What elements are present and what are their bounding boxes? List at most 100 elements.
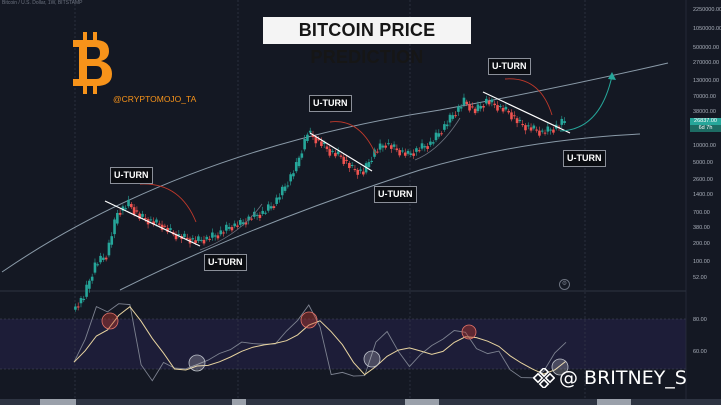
candle-body xyxy=(102,257,105,260)
binance-logo-icon xyxy=(533,368,555,388)
indicator-settings-icon[interactable]: ⚙ xyxy=(559,279,570,290)
candle-body xyxy=(504,106,508,110)
rsi-peak-circle xyxy=(101,312,119,330)
candle-body xyxy=(373,149,376,157)
time-scrollbar[interactable] xyxy=(0,399,721,405)
candle-body xyxy=(384,145,387,148)
rsi-trough-circle xyxy=(188,354,206,372)
candle-body xyxy=(110,236,114,245)
rsi-ma-line xyxy=(73,305,567,376)
candle-body xyxy=(409,153,413,155)
candle-body xyxy=(401,150,404,152)
candle-body xyxy=(96,264,100,266)
candle-body xyxy=(398,150,401,156)
candle-body xyxy=(540,130,544,132)
price-tick-label: 1400.00 xyxy=(693,192,713,199)
candle-body xyxy=(88,280,91,289)
candle-body xyxy=(507,110,510,113)
price-tick-label: 52.00 xyxy=(693,275,707,282)
candle-body xyxy=(445,124,449,127)
candle-body xyxy=(130,203,133,208)
candle-body xyxy=(138,213,141,219)
u-turn-label: U-TURN xyxy=(110,167,153,184)
candle-body xyxy=(311,134,315,138)
candle-body xyxy=(194,240,197,243)
time-scroll-segment[interactable] xyxy=(597,399,631,405)
candle-body xyxy=(272,206,276,209)
candle-body xyxy=(222,232,225,234)
candle-body xyxy=(431,142,435,144)
candle-body xyxy=(314,137,318,144)
downtrend-line xyxy=(482,91,571,134)
candle-body xyxy=(264,212,267,214)
candle-body xyxy=(247,216,251,221)
candle-body xyxy=(538,130,541,136)
candle-body xyxy=(213,235,217,237)
candle-body xyxy=(208,238,211,240)
u-turn-arc xyxy=(329,121,377,156)
candle-body xyxy=(297,157,301,167)
rsi-tick-label: 60.00 xyxy=(693,349,707,355)
downtrend-line xyxy=(104,200,201,247)
candle-body xyxy=(417,150,421,152)
candle-body xyxy=(457,106,460,112)
u-turn-label: U-TURN xyxy=(309,95,352,112)
candle-body xyxy=(230,227,234,231)
candle-body xyxy=(532,125,536,129)
candle-body xyxy=(479,105,483,109)
candle-body xyxy=(454,115,457,117)
rsi-group xyxy=(73,303,567,382)
candle-body xyxy=(499,105,502,107)
candle-body xyxy=(227,227,231,229)
recovery-arc xyxy=(414,117,461,161)
candle-body xyxy=(283,186,287,191)
candle-body xyxy=(211,232,214,238)
candle-body xyxy=(141,213,144,217)
candle-body xyxy=(367,162,371,168)
candle-body xyxy=(440,133,443,135)
price-tick-label: 700.00 xyxy=(693,209,710,216)
u-turn-label: U-TURN xyxy=(563,150,606,167)
candle-body xyxy=(378,143,382,150)
candle-body xyxy=(471,106,474,108)
time-scroll-segment[interactable] xyxy=(232,399,246,405)
rsi-trough-circle xyxy=(551,358,569,376)
u-turn-arc xyxy=(504,78,553,116)
candle-body xyxy=(85,284,88,297)
candle-body xyxy=(258,214,262,218)
candle-body xyxy=(334,152,337,157)
candle-body xyxy=(359,169,362,171)
candle-body xyxy=(202,239,206,244)
candle-body xyxy=(197,236,200,241)
candle-body xyxy=(278,197,281,200)
candle-body xyxy=(261,210,264,214)
candle-body xyxy=(526,125,530,127)
candle-body xyxy=(152,221,155,225)
time-scroll-segment[interactable] xyxy=(405,399,439,405)
candle-body xyxy=(546,126,550,132)
candle-body xyxy=(348,162,351,169)
candle-body xyxy=(155,219,158,223)
bitcoin-logo-icon xyxy=(73,32,112,94)
time-scroll-segment[interactable] xyxy=(40,399,76,405)
price-tick-label: 500000.00 xyxy=(693,44,719,51)
candle-body xyxy=(415,148,418,152)
price-tick-label: 130000.00 xyxy=(693,78,719,85)
candle-body xyxy=(121,206,125,211)
candle-body xyxy=(362,171,365,175)
candle-body xyxy=(185,237,189,239)
watermark: @ BRITNEY_S xyxy=(533,367,687,389)
candle-body xyxy=(320,141,323,146)
candle-body xyxy=(216,235,220,239)
price-tick-label: 1050000.00 xyxy=(693,25,721,32)
candle-body xyxy=(135,210,139,212)
candle-body xyxy=(74,306,77,310)
candle-body xyxy=(225,224,228,231)
candle-body xyxy=(90,276,94,281)
price-tick-label: 2600.00 xyxy=(693,176,713,183)
last-price-tag: 26837.00 xyxy=(690,118,721,125)
candle-body xyxy=(389,145,393,149)
candle-body xyxy=(79,298,83,304)
candle-body xyxy=(462,97,466,106)
